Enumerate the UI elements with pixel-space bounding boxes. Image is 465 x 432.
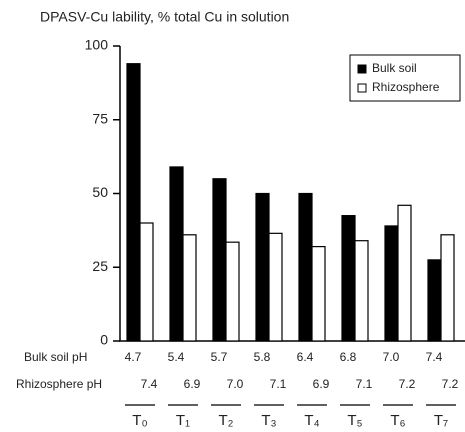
ph-value: 4.7 bbox=[125, 350, 142, 364]
ph-value: 7.1 bbox=[270, 377, 287, 391]
bar bbox=[397, 204, 412, 342]
x-tick-label: T₀ bbox=[132, 412, 147, 429]
bar bbox=[255, 192, 270, 342]
ph-value: 5.7 bbox=[211, 350, 228, 364]
bar bbox=[126, 63, 141, 342]
ph-value: 5.4 bbox=[168, 350, 185, 364]
x-tick-label: T₇ bbox=[434, 412, 448, 429]
legend-label: Bulk soil bbox=[372, 61, 417, 75]
bar bbox=[182, 234, 197, 342]
ph-value: 6.4 bbox=[297, 350, 314, 364]
ph-value: 7.2 bbox=[399, 377, 416, 391]
ph-value: 7.0 bbox=[383, 350, 400, 364]
ph-value: 6.8 bbox=[340, 350, 357, 364]
bar bbox=[311, 246, 326, 342]
y-tick-label: 75 bbox=[92, 110, 108, 126]
x-tick-label: T₂ bbox=[219, 412, 234, 429]
ph-value: 7.2 bbox=[442, 377, 459, 391]
x-tick-label: T₃ bbox=[261, 412, 276, 429]
bar bbox=[384, 225, 399, 342]
y-tick-label: 0 bbox=[100, 332, 108, 348]
bar bbox=[169, 166, 184, 342]
bar bbox=[427, 259, 442, 342]
ph-value: 7.4 bbox=[426, 350, 443, 364]
bar bbox=[341, 215, 356, 342]
x-tick-label: T₆ bbox=[390, 412, 405, 429]
ph-value: 5.8 bbox=[254, 350, 271, 364]
ph-value: 6.9 bbox=[313, 377, 330, 391]
x-tick-label: T₁ bbox=[176, 412, 190, 429]
ph-row-label: Bulk soil pH bbox=[24, 350, 87, 364]
bar bbox=[139, 222, 154, 342]
legend-label: Rhizosphere bbox=[372, 80, 440, 94]
ph-row-label: Rhizosphere pH bbox=[16, 377, 102, 391]
ph-value: 7.4 bbox=[141, 377, 158, 391]
legend-swatch bbox=[357, 83, 367, 93]
ph-value: 6.9 bbox=[184, 377, 201, 391]
chart-title: DPASV-Cu lability, % total Cu in solutio… bbox=[40, 9, 289, 25]
bar bbox=[354, 240, 369, 342]
bar bbox=[298, 192, 313, 342]
y-tick-label: 50 bbox=[92, 184, 108, 200]
bar bbox=[268, 232, 283, 342]
ph-value: 7.0 bbox=[227, 377, 244, 391]
y-tick-label: 100 bbox=[85, 37, 109, 53]
legend-box bbox=[349, 54, 461, 102]
y-tick-label: 25 bbox=[92, 258, 108, 274]
ph-value: 7.1 bbox=[356, 377, 373, 391]
legend-swatch bbox=[357, 64, 367, 74]
x-tick-label: T₅ bbox=[347, 412, 362, 429]
x-tick-label: T₄ bbox=[304, 412, 319, 429]
bar bbox=[225, 241, 240, 342]
bar bbox=[212, 178, 227, 342]
bar bbox=[440, 234, 455, 342]
